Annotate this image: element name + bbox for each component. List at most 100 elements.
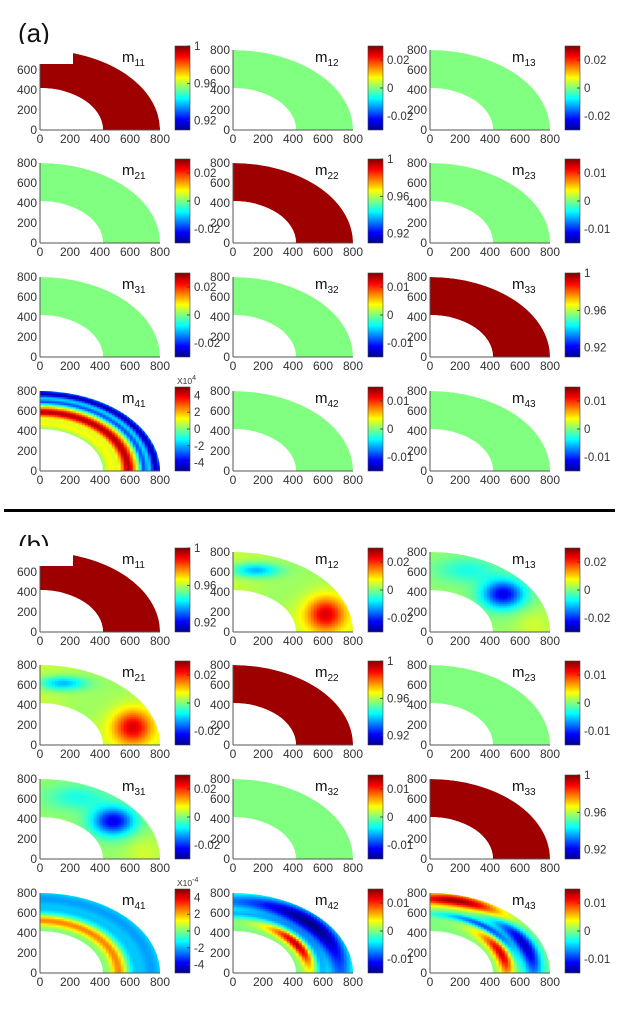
heatmap-cell — [432, 552, 437, 555]
heatmap-cell — [63, 414, 68, 418]
heatmap-cell — [233, 567, 237, 571]
heatmap-cell — [501, 575, 506, 579]
heatmap-cell — [102, 684, 107, 688]
heatmap-cell — [283, 581, 288, 585]
heatmap-cell — [495, 623, 500, 627]
heatmap-cell — [147, 718, 152, 722]
heatmap-cell — [304, 607, 309, 611]
heatmap-cell — [268, 581, 273, 585]
heatmap-cell — [144, 702, 149, 706]
heatmap-cell — [63, 428, 68, 432]
heatmap-cell — [114, 440, 119, 444]
heatmap-cell — [99, 704, 104, 708]
heatmap-cell — [468, 585, 473, 589]
heatmap-cell — [307, 623, 312, 627]
heatmap-cell — [90, 690, 95, 694]
heatmap-cell — [96, 814, 101, 818]
heatmap-cell — [54, 702, 59, 706]
heatmap-cell — [153, 718, 158, 722]
heatmap-cell — [441, 579, 446, 583]
heatmap-cell — [45, 804, 50, 808]
y-tick-label: 200 — [17, 216, 37, 230]
heatmap-cell — [144, 456, 149, 460]
heatmap-cell — [132, 728, 137, 732]
y-tick-label: 400 — [17, 83, 37, 97]
heatmap-cell — [72, 406, 77, 410]
heatmap-cell — [99, 838, 104, 842]
heatmap-cell — [256, 559, 261, 563]
heatmap-cell — [72, 710, 77, 714]
heatmap-cell — [144, 444, 149, 448]
heatmap-cell — [546, 611, 550, 615]
heatmap-cell — [298, 609, 303, 613]
heatmap-cell — [435, 577, 440, 581]
heatmap-cell — [510, 585, 515, 589]
heatmap-cell — [90, 428, 95, 432]
x-tick-label: 800 — [343, 359, 363, 373]
heatmap-cell — [105, 460, 110, 464]
heatmap-cell — [81, 430, 86, 434]
heatmap-cell — [81, 700, 86, 704]
heatmap-cell — [268, 591, 273, 595]
heatmap-cell — [498, 611, 503, 615]
heatmap-cell — [468, 581, 473, 585]
heatmap-cell — [84, 686, 89, 690]
heatmap-cell — [96, 824, 101, 828]
heatmap-cell — [114, 742, 119, 745]
heatmap-cell — [126, 708, 131, 712]
heatmap-cell — [250, 587, 255, 591]
y-tick-label: 400 — [407, 585, 427, 599]
heatmap-cell — [144, 710, 149, 714]
heatmap-cell — [96, 790, 101, 794]
heatmap-cell — [63, 782, 68, 786]
heatmap-cell — [483, 581, 488, 585]
heatmap-cell — [108, 722, 113, 726]
heatmap-cell — [132, 432, 137, 436]
heatmap-cell — [114, 418, 119, 422]
heatmap-cell — [114, 728, 119, 732]
heatmap-cell — [301, 599, 306, 603]
heatmap-cell — [126, 440, 131, 444]
heatmap-cell — [456, 589, 461, 593]
heatmap-cell — [295, 627, 300, 631]
heatmap-cell — [516, 589, 521, 593]
heatmap-cell — [153, 466, 158, 470]
heatmap-cell — [304, 629, 309, 632]
heatmap-cell — [51, 696, 56, 700]
heatmap-cell — [531, 607, 536, 611]
heatmap-cell — [147, 466, 152, 470]
heatmap-cell — [138, 422, 143, 426]
heatmap-cell — [105, 792, 110, 796]
heatmap-cell — [301, 597, 306, 601]
heatmap-cell — [96, 686, 101, 690]
heatmap-cell — [111, 730, 116, 734]
heatmap-cell — [247, 591, 252, 595]
heatmap-cell — [87, 714, 92, 718]
colorbar — [174, 547, 191, 633]
heatmap-cell — [72, 808, 77, 812]
heatmap-cell — [325, 601, 330, 605]
heatmap-cell — [102, 438, 107, 442]
heatmap-cell — [322, 615, 327, 619]
heatmap-cell — [459, 565, 464, 569]
heatmap-cell — [144, 468, 149, 471]
heatmap-cell — [96, 684, 101, 688]
heatmap-cell — [132, 698, 137, 702]
heatmap-cell — [60, 816, 65, 820]
heatmap-cell — [346, 617, 351, 621]
heatmap-cell — [546, 629, 550, 632]
heatmap-cell — [471, 581, 476, 585]
heatmap-cell — [93, 840, 98, 844]
heatmap-cell — [69, 392, 74, 396]
heatmap-cell — [60, 682, 65, 686]
heatmap-cell — [483, 569, 488, 573]
heatmap-cell — [78, 402, 83, 406]
heatmap-cell — [444, 577, 449, 581]
heatmap-cell — [135, 420, 140, 424]
heatmap-cell — [105, 806, 110, 810]
heatmap-cell — [84, 702, 89, 706]
heatmap-cell — [114, 692, 119, 696]
heatmap-cell — [54, 688, 59, 692]
heatmap-cell — [84, 794, 89, 798]
x-tick-label: 0 — [37, 245, 44, 259]
